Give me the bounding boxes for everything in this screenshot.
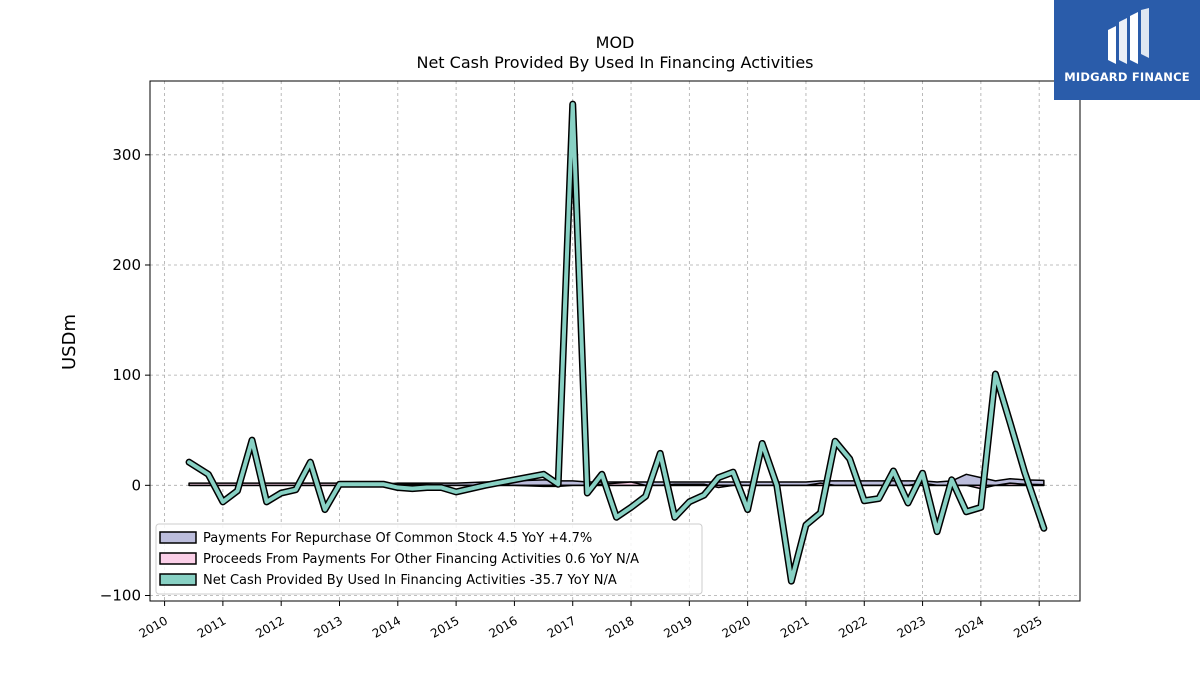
line-series-outline [185,100,1048,585]
series-layer [185,100,1048,585]
y-tick-label: 200 [112,256,141,274]
x-tick-label: 2012 [253,613,286,640]
x-tick-label: 2021 [778,613,811,640]
x-tick-label: 2025 [1011,613,1044,640]
x-tick-label: 2011 [195,613,228,640]
legend: Payments For Repurchase Of Common Stock … [155,523,703,595]
y-tick-label: 300 [112,146,141,164]
x-tick-label: 2010 [137,613,170,640]
x-tick-label: 2023 [895,613,928,640]
y-tick-label: 100 [112,366,141,384]
legend-swatch [159,552,197,565]
logo-text: MIDGARD FINANCE [1064,70,1190,84]
plot-frame [149,80,1081,602]
chart-title: MOD [596,33,635,52]
x-tick-label: 2018 [603,613,636,640]
y-tick-label: −100 [100,586,141,604]
y-axis-label: USDm [59,314,80,370]
legend-swatch [159,573,197,586]
x-tick-label: 2019 [661,613,694,640]
logo-mark-icon [1108,8,1149,64]
legend-box [155,523,703,595]
x-tick-label: 2013 [312,613,345,640]
chart-subtitle: Net Cash Provided By Used In Financing A… [416,53,813,72]
legend-swatch [159,531,197,544]
x-tick-label: 2014 [370,613,403,640]
x-tick-label: 2017 [545,613,578,640]
line-series [187,102,1046,584]
x-tick-label: 2020 [720,613,753,640]
x-tick-label: 2022 [836,613,869,640]
legend-label: Proceeds From Payments For Other Financi… [203,552,639,567]
legend-label: Payments For Repurchase Of Common Stock … [203,531,592,546]
x-tick-label: 2015 [428,613,461,640]
y-tick-label: 0 [131,476,141,494]
x-tick-label: 2024 [953,613,986,640]
midgard-finance-logo: MIDGARD FINANCE [1054,0,1200,100]
x-tick-label: 2016 [486,613,519,640]
legend-label: Net Cash Provided By Used In Financing A… [203,573,617,588]
series-2 [185,100,1048,585]
